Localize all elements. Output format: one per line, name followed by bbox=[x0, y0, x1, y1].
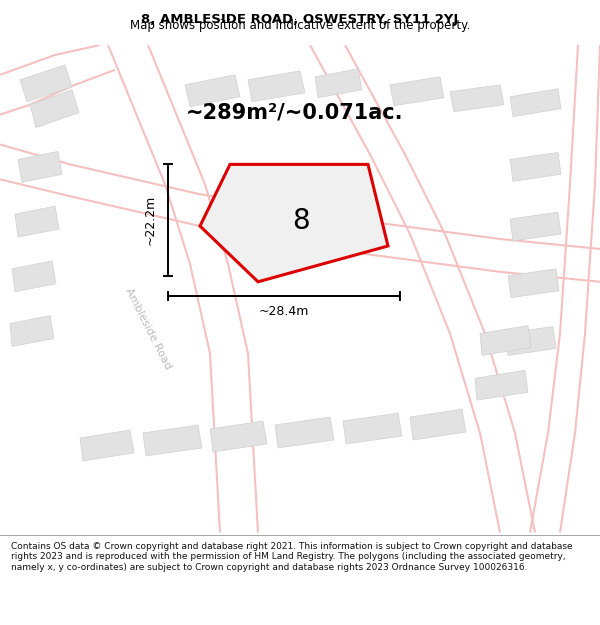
Polygon shape bbox=[315, 69, 362, 98]
Text: Map shows position and indicative extent of the property.: Map shows position and indicative extent… bbox=[130, 19, 470, 31]
Polygon shape bbox=[410, 409, 466, 440]
Polygon shape bbox=[510, 212, 561, 241]
Polygon shape bbox=[248, 71, 305, 102]
Text: 8: 8 bbox=[292, 208, 310, 236]
Polygon shape bbox=[30, 90, 79, 128]
Polygon shape bbox=[343, 413, 402, 444]
Polygon shape bbox=[505, 326, 556, 356]
Polygon shape bbox=[510, 152, 561, 181]
Text: ~289m²/~0.071ac.: ~289m²/~0.071ac. bbox=[186, 102, 404, 122]
Polygon shape bbox=[508, 269, 559, 298]
Polygon shape bbox=[390, 77, 444, 106]
Polygon shape bbox=[143, 425, 202, 456]
Polygon shape bbox=[480, 326, 531, 356]
Polygon shape bbox=[210, 421, 267, 452]
Polygon shape bbox=[12, 261, 56, 292]
Polygon shape bbox=[18, 151, 62, 182]
Polygon shape bbox=[185, 75, 240, 107]
Polygon shape bbox=[450, 85, 504, 112]
Text: ~28.4m: ~28.4m bbox=[259, 305, 309, 318]
Polygon shape bbox=[10, 316, 54, 346]
Polygon shape bbox=[475, 371, 528, 400]
Polygon shape bbox=[200, 164, 388, 282]
Text: Contains OS data © Crown copyright and database right 2021. This information is : Contains OS data © Crown copyright and d… bbox=[11, 542, 572, 571]
Polygon shape bbox=[20, 65, 72, 102]
Polygon shape bbox=[15, 206, 59, 237]
Text: ~22.2m: ~22.2m bbox=[143, 195, 157, 245]
Polygon shape bbox=[80, 430, 134, 461]
Text: 8, AMBLESIDE ROAD, OSWESTRY, SY11 2YJ: 8, AMBLESIDE ROAD, OSWESTRY, SY11 2YJ bbox=[142, 14, 458, 26]
Text: Ambleside Road: Ambleside Road bbox=[123, 286, 173, 371]
Polygon shape bbox=[275, 417, 334, 448]
Polygon shape bbox=[510, 89, 561, 117]
